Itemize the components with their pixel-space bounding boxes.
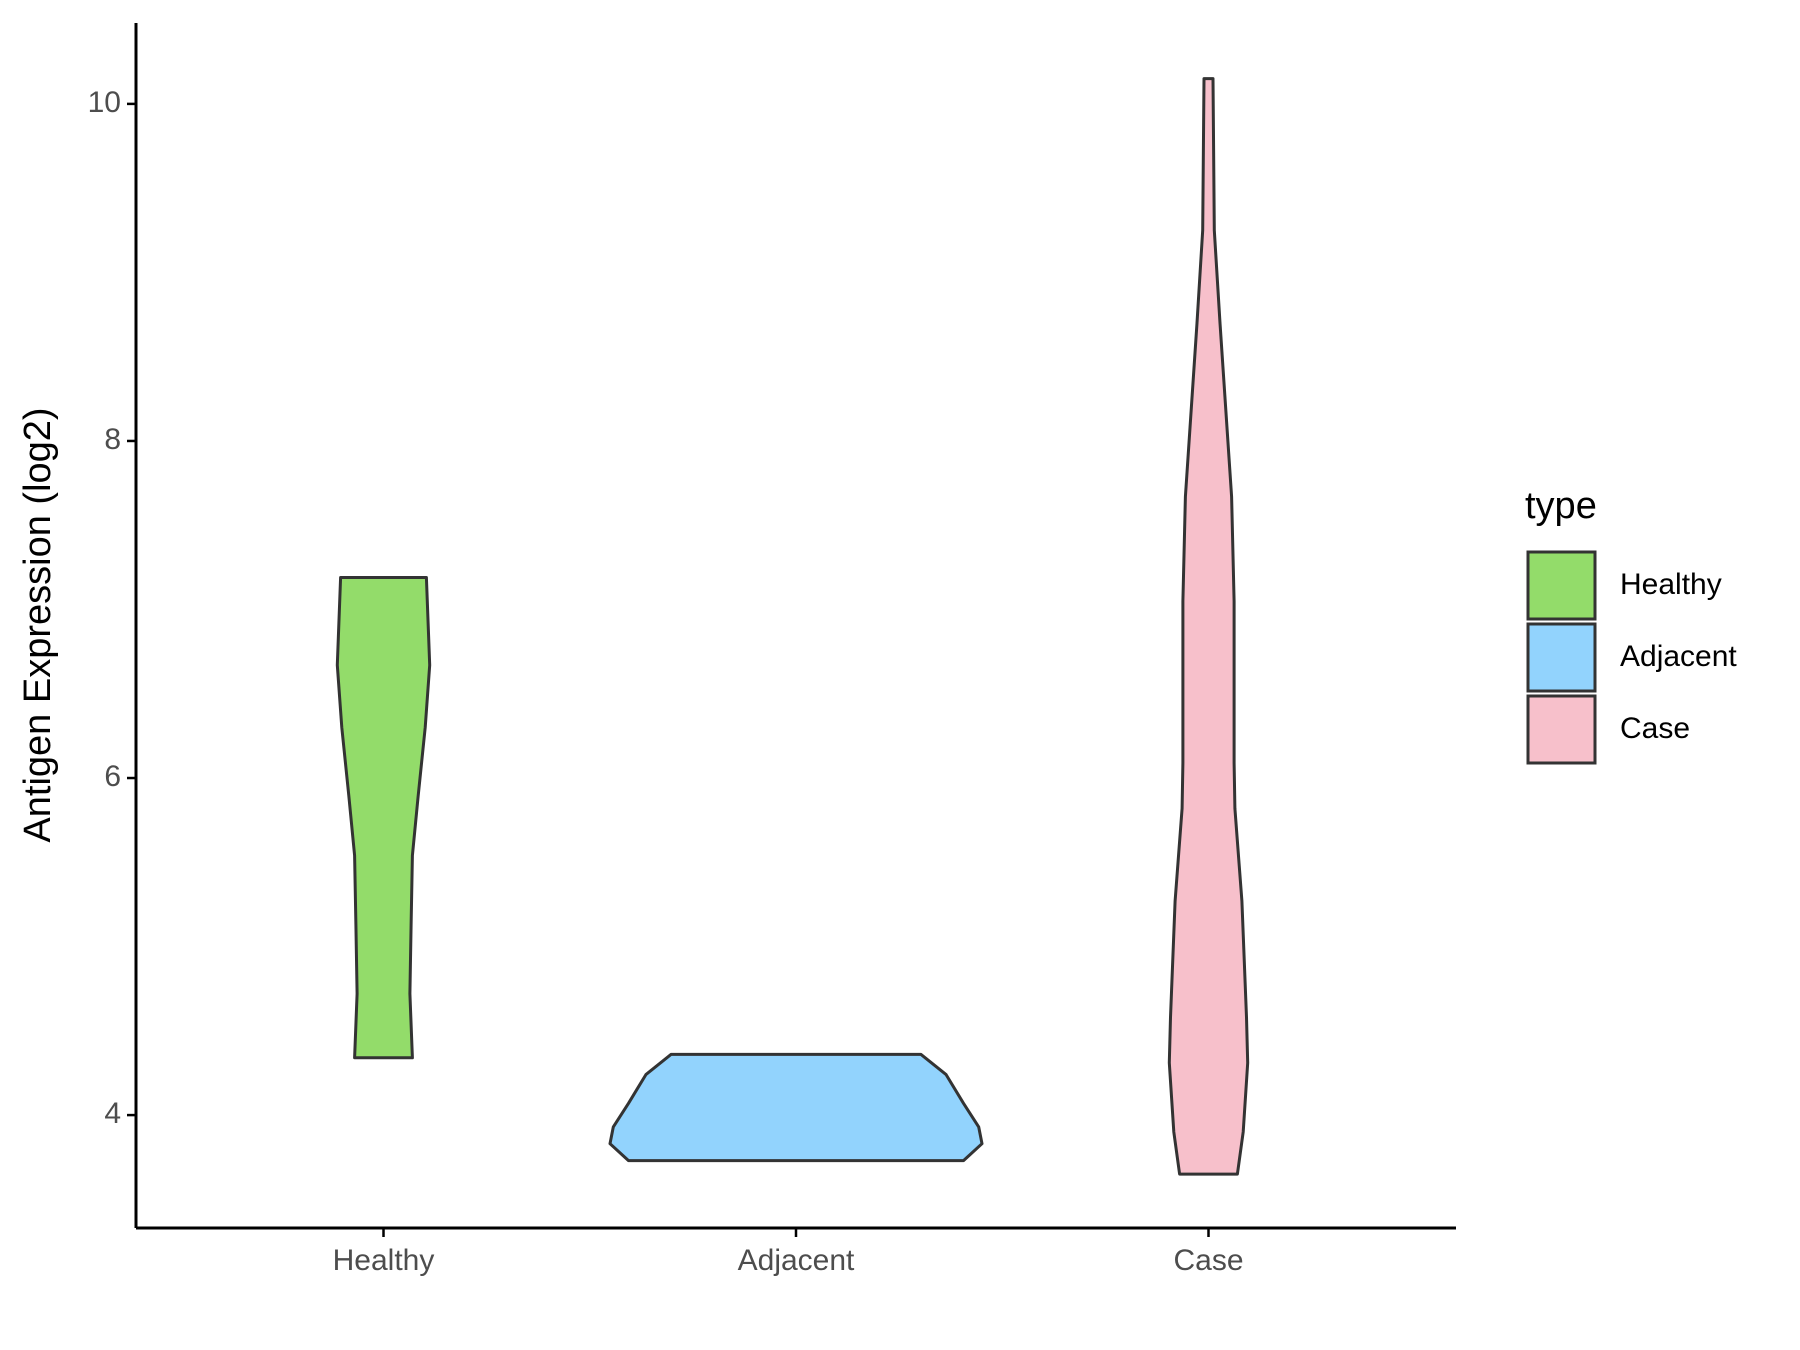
y-tick-label: 6: [104, 760, 121, 793]
y-tick-label: 8: [104, 423, 121, 456]
violin: [1167, 77, 1250, 1176]
y-axis-title: Antigen Expression (log2): [17, 407, 59, 842]
x-tick-label: Healthy: [333, 1244, 435, 1277]
y-tick-label: 4: [104, 1097, 121, 1130]
violin: [335, 576, 432, 1060]
x-tick-label: Case: [1173, 1244, 1243, 1277]
legend-title: type: [1525, 485, 1597, 527]
legend-label: Adjacent: [1620, 640, 1737, 673]
violin: [608, 1052, 984, 1163]
x-tick-label: Adjacent: [738, 1244, 855, 1277]
legend-label: Case: [1620, 712, 1690, 745]
legend-key: [1526, 550, 1597, 621]
legend-label: Healthy: [1620, 568, 1722, 601]
y-tick-label: 10: [88, 86, 121, 119]
legend-key: [1526, 694, 1597, 765]
legend-key: [1526, 622, 1597, 693]
